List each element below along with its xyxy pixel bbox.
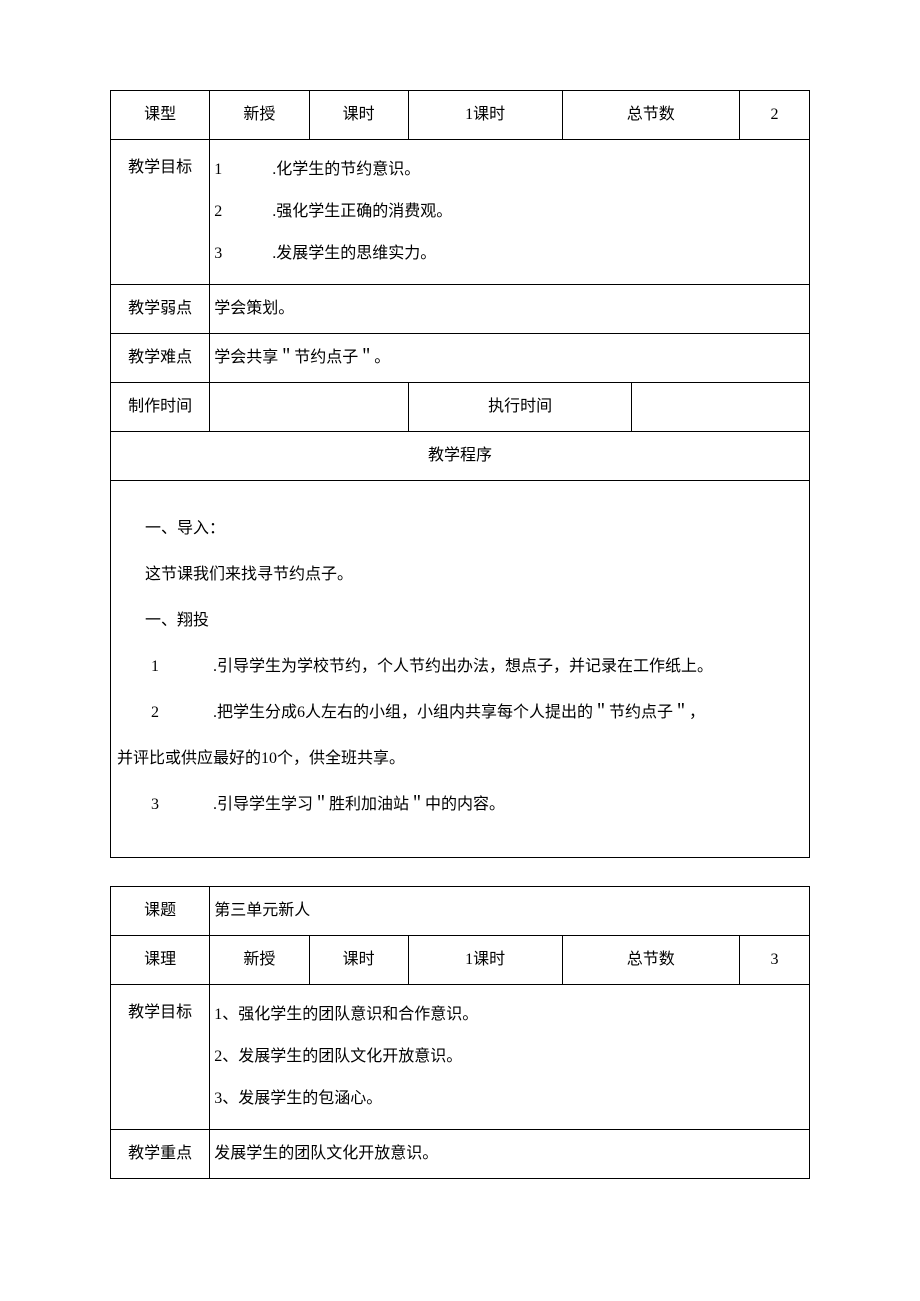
label-goals2: 教学目标 [111, 985, 210, 1130]
label-topic: 课题 [111, 887, 210, 936]
row-goals2: 教学目标 1、强化学生的团队意识和合作意识。 2、发展学生的团队文化开放意识。 … [111, 985, 810, 1130]
label-total: 总节数 [562, 91, 740, 140]
val-weak: 学会策划。 [210, 285, 810, 334]
step-3: 3.引导学生学习＂胜利加油站＂中的内容。 [145, 789, 803, 821]
step-2: 2.把学生分成6人左右的小组，小组内共享每个人提出的＂节约点子＂， [145, 697, 803, 729]
row-proc-body: 一、导入： 这节课我们来找寻节约点子。 一、翔投 1.引导学生为学校节约，个人节… [111, 481, 810, 858]
label-period: 课时 [309, 91, 408, 140]
val-total2: 3 [740, 936, 810, 985]
row-goals: 教学目标 1.化学生的节约意识。 2.强化学生正确的消费观。 3.发展学生的思维… [111, 140, 810, 285]
val-exec-time [632, 383, 810, 432]
goal2-1: 1、强化学生的团队意识和合作意识。 [214, 1003, 803, 1027]
label-focus: 教学重点 [111, 1130, 210, 1179]
val-period2: 1课时 [408, 936, 562, 985]
val-class-type: 新授 [210, 91, 309, 140]
label-procedure: 教学程序 [111, 432, 810, 481]
cell-goals: 1.化学生的节约意识。 2.强化学生正确的消费观。 3.发展学生的思维实力。 [210, 140, 810, 285]
intro-heading: 一、导入： [145, 513, 803, 545]
procedure-body: 一、导入： 这节课我们来找寻节约点子。 一、翔投 1.引导学生为学校节约，个人节… [111, 481, 810, 858]
row-classtype2: 课理 新授 课时 1课时 总节数 3 [111, 936, 810, 985]
label-weak: 教学弱点 [111, 285, 210, 334]
val-period: 1课时 [408, 91, 562, 140]
row-hard: 教学难点 学会共享＂节约点子＂。 [111, 334, 810, 383]
label-exec-time: 执行时间 [408, 383, 632, 432]
section-heading: 一、翔投 [145, 605, 803, 637]
label-class-type: 课型 [111, 91, 210, 140]
label-goals: 教学目标 [111, 140, 210, 285]
step-2-cont: 并评比或供应最好的10个，供全班共享。 [117, 743, 803, 775]
val-hard: 学会共享＂节约点子＂。 [210, 334, 810, 383]
row-weak: 教学弱点 学会策划。 [111, 285, 810, 334]
label-total2: 总节数 [562, 936, 740, 985]
goal-3: 3.发展学生的思维实力。 [214, 242, 803, 266]
intro-text: 这节课我们来找寻节约点子。 [145, 559, 803, 591]
val-total: 2 [740, 91, 810, 140]
row-topic: 课题 第三单元新人 [111, 887, 810, 936]
label-hard: 教学难点 [111, 334, 210, 383]
document-page: 课型 新授 课时 1课时 总节数 2 教学目标 1.化学生的节约意识。 2.强化… [0, 0, 920, 1239]
goal2-2: 2、发展学生的团队文化开放意识。 [214, 1045, 803, 1069]
step-1: 1.引导学生为学校节约，个人节约出办法，想点子，并记录在工作纸上。 [145, 651, 803, 683]
row-proc-header: 教学程序 [111, 432, 810, 481]
label-make-time: 制作时间 [111, 383, 210, 432]
goal2-3: 3、发展学生的包涵心。 [214, 1087, 803, 1111]
row-classtype: 课型 新授 课时 1课时 总节数 2 [111, 91, 810, 140]
row-times: 制作时间 执行时间 [111, 383, 810, 432]
val-class-type2: 新授 [210, 936, 309, 985]
goal-2: 2.强化学生正确的消费观。 [214, 200, 803, 224]
lesson-table-1: 课型 新授 课时 1课时 总节数 2 教学目标 1.化学生的节约意识。 2.强化… [110, 90, 810, 858]
goal-1: 1.化学生的节约意识。 [214, 158, 803, 182]
label-class-type2: 课理 [111, 936, 210, 985]
row-focus: 教学重点 发展学生的团队文化开放意识。 [111, 1130, 810, 1179]
val-topic: 第三单元新人 [210, 887, 810, 936]
label-period2: 课时 [309, 936, 408, 985]
lesson-table-2: 课题 第三单元新人 课理 新授 课时 1课时 总节数 3 教学目标 1、强化学生… [110, 886, 810, 1179]
val-make-time [210, 383, 409, 432]
cell-goals2: 1、强化学生的团队意识和合作意识。 2、发展学生的团队文化开放意识。 3、发展学… [210, 985, 810, 1130]
val-focus: 发展学生的团队文化开放意识。 [210, 1130, 810, 1179]
